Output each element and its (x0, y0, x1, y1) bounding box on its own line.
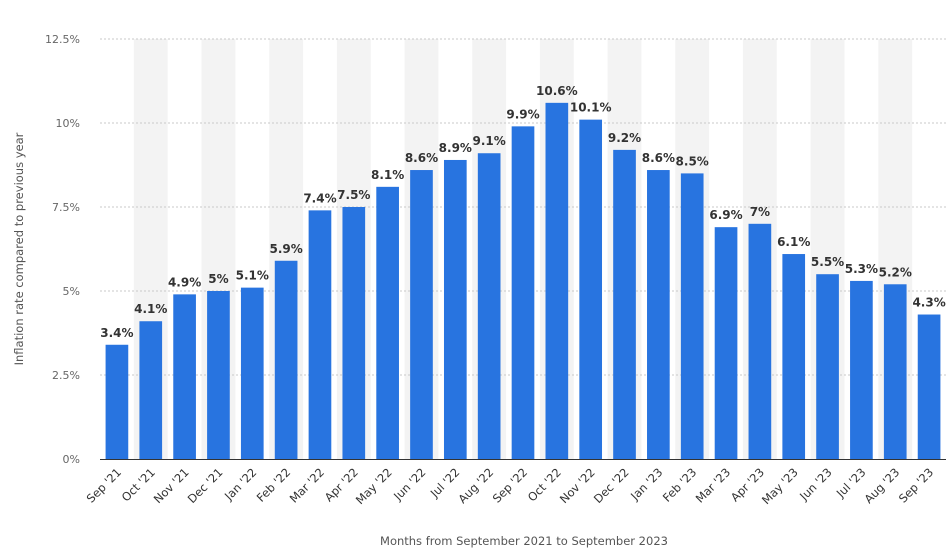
bar (579, 119, 603, 459)
data-label: 4.9% (168, 275, 201, 289)
bar (308, 210, 332, 459)
data-label: 5.1% (236, 269, 269, 283)
bar (714, 227, 738, 459)
x-tick-label: Feb '22 (254, 465, 293, 504)
data-label: 8.6% (405, 151, 438, 165)
data-label: 5% (208, 272, 228, 286)
bar (680, 173, 704, 459)
bar (173, 294, 196, 459)
x-tick-label: May '22 (353, 465, 395, 507)
y-tick-label: 0% (63, 453, 80, 466)
bar (816, 274, 839, 459)
bar (511, 126, 535, 460)
x-tick-label: Jan '23 (627, 465, 665, 503)
bar (748, 223, 772, 459)
data-label: 7% (750, 205, 770, 219)
bar (376, 186, 399, 459)
bar (240, 287, 264, 459)
bar (545, 102, 569, 459)
data-label: 5.5% (811, 255, 844, 269)
bar (917, 314, 941, 459)
y-axis-title: Inflation rate compared to previous year (12, 132, 26, 365)
data-label: 5.3% (845, 262, 878, 276)
data-label: 4.1% (134, 302, 167, 316)
y-tick-label: 10% (56, 117, 80, 130)
bar (139, 321, 163, 459)
data-label: 4.3% (912, 296, 945, 310)
data-label: 9.2% (608, 131, 641, 145)
data-label: 9.9% (506, 107, 539, 121)
x-tick-label: May '23 (759, 465, 801, 507)
x-tick-label: Jun '22 (390, 465, 428, 503)
data-label: 8.5% (676, 154, 709, 168)
bar (850, 280, 873, 459)
data-label: 8.6% (642, 151, 675, 165)
bar (647, 170, 670, 460)
bar (477, 153, 501, 460)
bar (410, 170, 433, 460)
x-axis-title: Months from September 2021 to September … (380, 534, 668, 548)
bar (342, 207, 366, 459)
bar (274, 260, 298, 459)
x-tick-label: Aug '23 (861, 465, 902, 506)
bars (105, 102, 941, 460)
data-label: 5.9% (269, 242, 302, 256)
data-label: 3.4% (100, 326, 133, 340)
data-labels: 3.4%4.1%4.9% 5% 5.1%5.9%7.4% 7.5%8.1%8.6%8.… (100, 84, 945, 340)
x-tick-label: Mar '22 (287, 465, 327, 505)
y-tick-label: 5% (63, 285, 80, 298)
x-tick-label: Mar '23 (693, 465, 733, 505)
bar (782, 254, 806, 459)
bar (207, 291, 230, 459)
data-label: 6.1% (777, 235, 810, 249)
y-tick-label: 12.5% (45, 33, 80, 46)
x-tick-label: Sep '23 (896, 465, 936, 505)
bar (883, 284, 907, 459)
data-label: 8.1% (371, 168, 404, 182)
bar (105, 344, 129, 459)
y-tick-label: 2.5% (52, 369, 80, 382)
x-tick-label: Jan '22 (221, 465, 259, 503)
y-axis-ticks: 0% 2.5% 5% 7.5% 10% 12.5% (45, 33, 80, 466)
data-label: 10.6% (536, 84, 578, 98)
data-label: 7.4% (303, 191, 336, 205)
data-label: 7.5% (337, 188, 370, 202)
y-tick-label: 7.5% (52, 201, 80, 214)
data-label: 10.1% (570, 101, 612, 115)
bar (613, 149, 636, 459)
x-tick-label: Sep '21 (84, 465, 124, 505)
x-tick-label: Jun '23 (796, 465, 834, 503)
data-label: 8.9% (439, 141, 472, 155)
x-tick-label: Sep '22 (490, 465, 530, 505)
data-label: 5.2% (879, 265, 912, 279)
x-tick-label: Dec '21 (185, 465, 226, 506)
data-label: 9.1% (473, 134, 506, 148)
x-tick-label: Dec '22 (591, 465, 632, 506)
data-label: 6.9% (709, 208, 742, 222)
bar (443, 159, 467, 459)
x-tick-label: Feb '23 (660, 465, 699, 504)
x-tick-label: Nov '22 (557, 465, 598, 506)
x-tick-label: Aug '22 (455, 465, 496, 506)
x-tick-label: Nov '21 (151, 465, 192, 506)
